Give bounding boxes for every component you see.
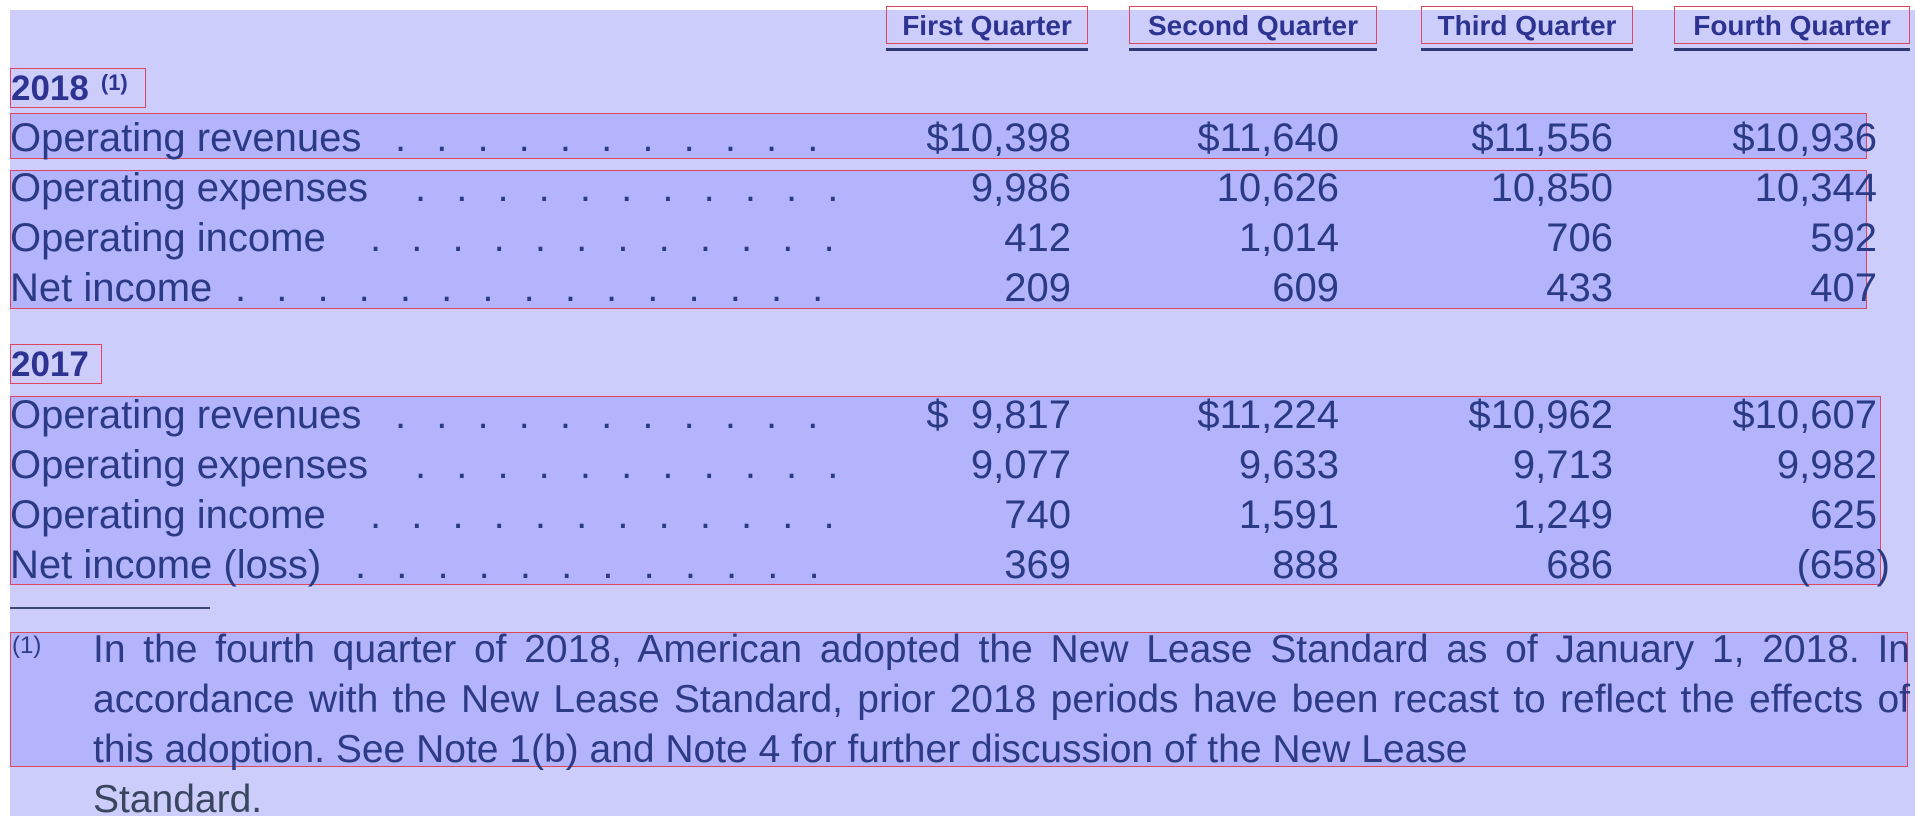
- table-row: Operating expenses . . . . . . . . . . .…: [10, 440, 1880, 490]
- header-fourth-quarter: Fourth Quarter: [1674, 6, 1910, 44]
- cell-q2: $11,224: [1197, 393, 1339, 437]
- cell-q1: 369: [1004, 543, 1071, 587]
- table-row: Net income (loss) . . . . . . . . . . . …: [10, 540, 1890, 590]
- row-label: Operating expenses: [10, 443, 369, 487]
- dot-leader: . . . . . . . . . . . . . . . . . . . . …: [415, 166, 848, 210]
- dot-leader: . . . . . . . . . . . . . . . . . . . . …: [235, 266, 848, 310]
- table-row: Operating revenues . . . . . . . . . . .…: [10, 113, 1880, 163]
- header-underline: [1421, 48, 1633, 51]
- row-label: Operating expenses: [10, 166, 369, 210]
- dot-leader: . . . . . . . . . . . . . . . . . . . . …: [415, 443, 848, 487]
- cell-q2: 10,626: [1216, 166, 1339, 210]
- cell-q4: 9,982: [1776, 443, 1877, 487]
- dot-leader: . . . . . . . . . . . . . . . . . . . . …: [370, 493, 848, 537]
- table-row: Net income . . . . . . . . . . . . . . .…: [10, 263, 1880, 313]
- header-underline: [1129, 48, 1377, 51]
- cell-q3: 9,713: [1512, 443, 1613, 487]
- year-2017-heading: 2017: [10, 344, 102, 384]
- highlight-box: [10, 396, 1881, 585]
- year-2018-label: 2018: [11, 69, 89, 108]
- cell-q3: $11,556: [1471, 116, 1613, 160]
- cell-q4: $10,607: [1732, 393, 1877, 437]
- cell-q4: (658): [1796, 543, 1890, 587]
- cell-q3: 1,249: [1512, 493, 1613, 537]
- highlight-box: [10, 170, 1867, 309]
- row-label: Operating revenues: [10, 393, 362, 437]
- cell-q1: 9,986: [970, 166, 1071, 210]
- table-row: Operating expenses . . . . . . . . . . .…: [10, 163, 1880, 213]
- footnote-text: In the fourth quarter of 2018, American …: [93, 628, 1910, 771]
- footnote-marker: (1): [12, 632, 42, 659]
- table-row: Operating income . . . . . . . . . . . .…: [10, 490, 1880, 540]
- table-row: Operating revenues . . . . . . . . . . .…: [10, 390, 1880, 440]
- highlight-box: [10, 632, 1908, 767]
- cell-q2: 1,014: [1238, 216, 1339, 260]
- row-label: Net income (loss): [10, 543, 322, 587]
- row-label: Operating income: [10, 493, 326, 537]
- row-label: Operating revenues: [10, 116, 362, 160]
- highlight-box: [10, 113, 1867, 159]
- dot-leader: . . . . . . . . . . . . . . . . . . . . …: [395, 116, 848, 160]
- cell-q4: 625: [1810, 493, 1877, 537]
- table-row: Operating income . . . . . . . . . . . .…: [10, 213, 1880, 263]
- cell-q1: $10,398: [926, 116, 1071, 160]
- footnote-rule: [10, 607, 210, 609]
- row-label: Operating income: [10, 216, 326, 260]
- cell-q2: 1,591: [1238, 493, 1339, 537]
- cell-q4: 407: [1810, 266, 1877, 310]
- footnote-last-line: Standard.: [93, 778, 263, 821]
- cell-q4: 592: [1810, 216, 1877, 260]
- cell-q2: 609: [1272, 266, 1339, 310]
- dot-leader: . . . . . . . . . . . . . . . . . . . . …: [395, 393, 848, 437]
- cell-q2: $11,640: [1197, 116, 1339, 160]
- cell-q2: 888: [1272, 543, 1339, 587]
- header-underline: [1674, 48, 1910, 51]
- cell-q3: $10,962: [1468, 393, 1613, 437]
- cell-q1: 412: [1004, 216, 1071, 260]
- cell-q3: 433: [1546, 266, 1613, 310]
- cell-q3: 10,850: [1490, 166, 1613, 210]
- cell-q4: 10,344: [1754, 166, 1877, 210]
- cell-q1: 9,077: [970, 443, 1071, 487]
- year-2017-label: 2017: [11, 345, 89, 384]
- cell-q3: 686: [1546, 543, 1613, 587]
- header-third-quarter: Third Quarter: [1421, 6, 1633, 44]
- row-label: Net income: [10, 266, 213, 310]
- dot-leader: . . . . . . . . . . . . . . . . . . . . …: [370, 216, 848, 260]
- year-2018-heading: 2018 (1): [10, 68, 146, 108]
- cell-q2: 9,633: [1238, 443, 1339, 487]
- cell-q1: $ 9,817: [926, 393, 1071, 437]
- cell-q3: 706: [1546, 216, 1613, 260]
- header-first-quarter: First Quarter: [886, 6, 1088, 44]
- cell-q4: $10,936: [1732, 116, 1877, 160]
- cell-q1: 740: [1004, 493, 1071, 537]
- cell-q1: 209: [1004, 266, 1071, 310]
- header-underline: [886, 48, 1088, 51]
- header-second-quarter: Second Quarter: [1129, 6, 1377, 44]
- footnote-reference: (1): [100, 70, 128, 95]
- dot-leader: . . . . . . . . . . . . . . . . . . . . …: [355, 543, 848, 587]
